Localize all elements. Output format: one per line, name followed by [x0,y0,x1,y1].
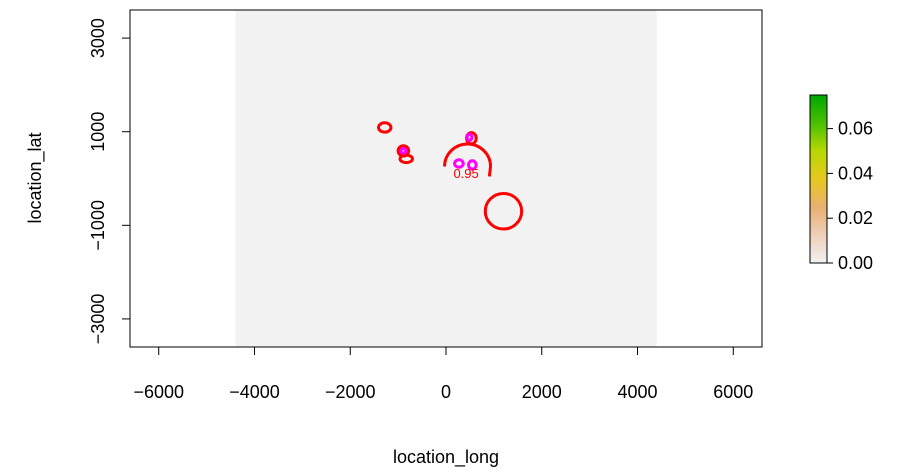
density-raster [235,10,657,347]
contour-095-0 [483,191,524,231]
contour-095-tail-1 [487,166,493,177]
contour-label-095: 0.95 [453,166,478,181]
contour-095-1 [443,142,493,167]
x-tick-label: 4000 [617,382,657,402]
y-tick-label: −3000 [88,294,108,345]
contour-050-0 [453,158,465,169]
x-axis-title: location_long [393,447,499,468]
contour-095-2 [376,121,393,134]
y-tick-label: 3000 [88,18,108,58]
x-tick-label: 0 [441,382,451,402]
x-tick-label: 2000 [522,382,562,402]
colorbar-tick-label: 0.04 [838,163,873,183]
x-tick-label: −4000 [229,382,280,402]
contour-lines [376,121,524,231]
y-axis: −3000 −1000 1000 3000 [88,18,131,345]
x-tick-label: −6000 [133,382,184,402]
x-tick-label: −2000 [325,382,376,402]
x-axis: −6000 −4000 −2000 0 2000 4000 6000 [133,346,753,402]
y-axis-title: location_lat [25,132,46,223]
contour-050-2 [465,132,474,143]
colorbar-gradient [809,94,828,264]
y-tick-label: 1000 [88,112,108,152]
y-tick-label: −1000 [88,200,108,251]
contour-095-4 [398,153,414,165]
colorbar-legend: 0.00 0.02 0.04 0.06 [809,94,873,273]
contour-050-1 [467,159,478,171]
contour-050-3 [399,147,408,155]
colorbar-tick-label: 0.06 [838,119,873,139]
x-tick-label: 6000 [713,382,753,402]
colorbar-tick-label: 0.00 [838,253,873,273]
colorbar-tick-label: 0.02 [838,208,873,228]
raster-cell [235,10,657,347]
